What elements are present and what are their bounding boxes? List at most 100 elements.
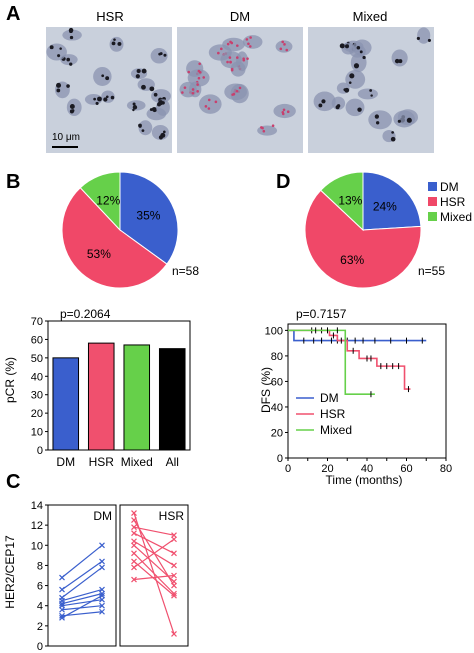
legend-label-dm: DM <box>440 180 459 194</box>
panel-letter-a: A <box>6 3 20 25</box>
signal-dot <box>105 76 110 81</box>
bar-b-title: p=0.2064 <box>60 307 111 321</box>
signal-dot <box>49 45 54 50</box>
nucleus <box>341 42 355 55</box>
nucleus <box>345 98 365 117</box>
c-ytick-label: 10 <box>31 540 43 552</box>
bar-b-ytick-label: 30 <box>31 390 43 402</box>
nucleus <box>224 83 247 101</box>
c-ytick-label: 0 <box>37 641 43 653</box>
km-ytick-label: 80 <box>271 351 283 363</box>
c-pair-line <box>61 595 103 619</box>
c-point-marker <box>99 590 105 597</box>
signal-dot <box>141 129 145 133</box>
c-pair-line <box>133 574 175 581</box>
signal-dot <box>249 36 252 39</box>
nucleus <box>151 89 171 103</box>
signal-dot <box>336 104 341 108</box>
signal-dot <box>69 104 75 109</box>
nucleus <box>222 37 245 52</box>
signal-dot <box>97 96 102 102</box>
signal-dot <box>158 135 164 140</box>
c-point-marker <box>171 578 177 585</box>
signal-dot <box>163 130 166 134</box>
signal-dot <box>359 50 363 54</box>
pie-b-slice-dm <box>119 171 179 265</box>
km-xtick-label: 20 <box>321 463 333 475</box>
micrograph-mixed <box>308 27 434 153</box>
signal-dot <box>117 41 122 46</box>
c-pair-line <box>61 605 103 611</box>
signal-dot <box>202 76 206 79</box>
km-ytick-label: 60 <box>271 376 283 388</box>
c-ytick-label: 12 <box>31 520 43 532</box>
c-pair-line <box>133 552 175 595</box>
c-point-marker <box>171 562 177 569</box>
c-subplot-title-hsr: HSR <box>159 509 185 523</box>
signal-dot <box>374 114 379 119</box>
signal-dot <box>348 81 352 84</box>
c-point-marker <box>99 564 105 571</box>
nucleus <box>198 94 222 114</box>
bar-b-xtick-label: HSR <box>89 455 115 469</box>
bar-b-xtick-label: Mixed <box>121 455 153 469</box>
c-frame-dm <box>47 504 117 647</box>
micrograph-dm <box>177 27 303 153</box>
c-point-marker <box>171 550 177 557</box>
nucleus <box>273 103 296 119</box>
signal-dot <box>204 105 208 108</box>
signal-dot <box>271 124 275 128</box>
legend-label-mixed: Mixed <box>440 210 472 224</box>
bar-b-bar-all <box>158 348 186 451</box>
signal-dot <box>196 83 199 86</box>
nucleus <box>109 36 124 52</box>
c-ylabel: HER2/CEP17 <box>3 535 17 609</box>
pie-b-label-dm: 35% <box>136 209 160 223</box>
signal-dot <box>282 108 286 112</box>
pie-b-label-mixed: 12% <box>96 193 120 207</box>
signal-dot <box>228 56 232 59</box>
nucleus <box>331 96 346 110</box>
c-point-marker <box>99 602 105 609</box>
signal-dot <box>71 109 75 113</box>
c-frame-hsr <box>119 504 189 647</box>
line-chart-c: 02468101214DMpre-post-HSRpre-post- <box>31 500 189 653</box>
signal-dot <box>362 55 366 60</box>
c-point-marker <box>59 606 65 613</box>
signal-dot <box>230 41 234 45</box>
c-point-marker <box>59 586 65 593</box>
km-title: p=0.7157 <box>296 307 347 321</box>
km-xlabel: Time (months) <box>326 473 403 487</box>
signal-dot <box>113 38 116 41</box>
signal-dot <box>357 107 362 112</box>
c-point-marker <box>171 572 177 579</box>
pie-d-slice-mixed <box>320 171 364 232</box>
c-pair-line <box>61 566 103 599</box>
c-point-marker <box>131 564 137 571</box>
km-frame <box>287 323 447 459</box>
panel-letter-d: D <box>276 171 290 193</box>
nucleus <box>275 40 293 53</box>
panel-letter-c: C <box>6 471 20 493</box>
bar-b-ytick-label: 50 <box>31 353 43 365</box>
km-xtick-label: 40 <box>361 463 373 475</box>
signal-dot <box>229 60 232 64</box>
c-point-marker <box>131 550 137 557</box>
signal-dot <box>161 101 165 105</box>
bar-b-ytick-label: 10 <box>31 427 43 439</box>
legend-label-hsr: HSR <box>440 195 466 209</box>
signal-dot <box>56 82 62 88</box>
signal-dot <box>242 58 246 62</box>
image-title-hsr: HSR <box>96 9 123 24</box>
km-xtick-label: 60 <box>400 463 412 475</box>
signal-dot <box>238 86 242 90</box>
bar-b-bar-mixed <box>123 344 151 451</box>
pie-b-label-hsr: 53% <box>87 247 111 261</box>
bar-b-ytick-label: 70 <box>31 316 43 328</box>
pie-d-label-dm: 24% <box>373 200 397 214</box>
bar-b-xtick-label: All <box>166 455 179 469</box>
signal-dot <box>339 43 345 49</box>
signal-dot <box>321 99 326 104</box>
c-pair-line <box>133 560 175 597</box>
